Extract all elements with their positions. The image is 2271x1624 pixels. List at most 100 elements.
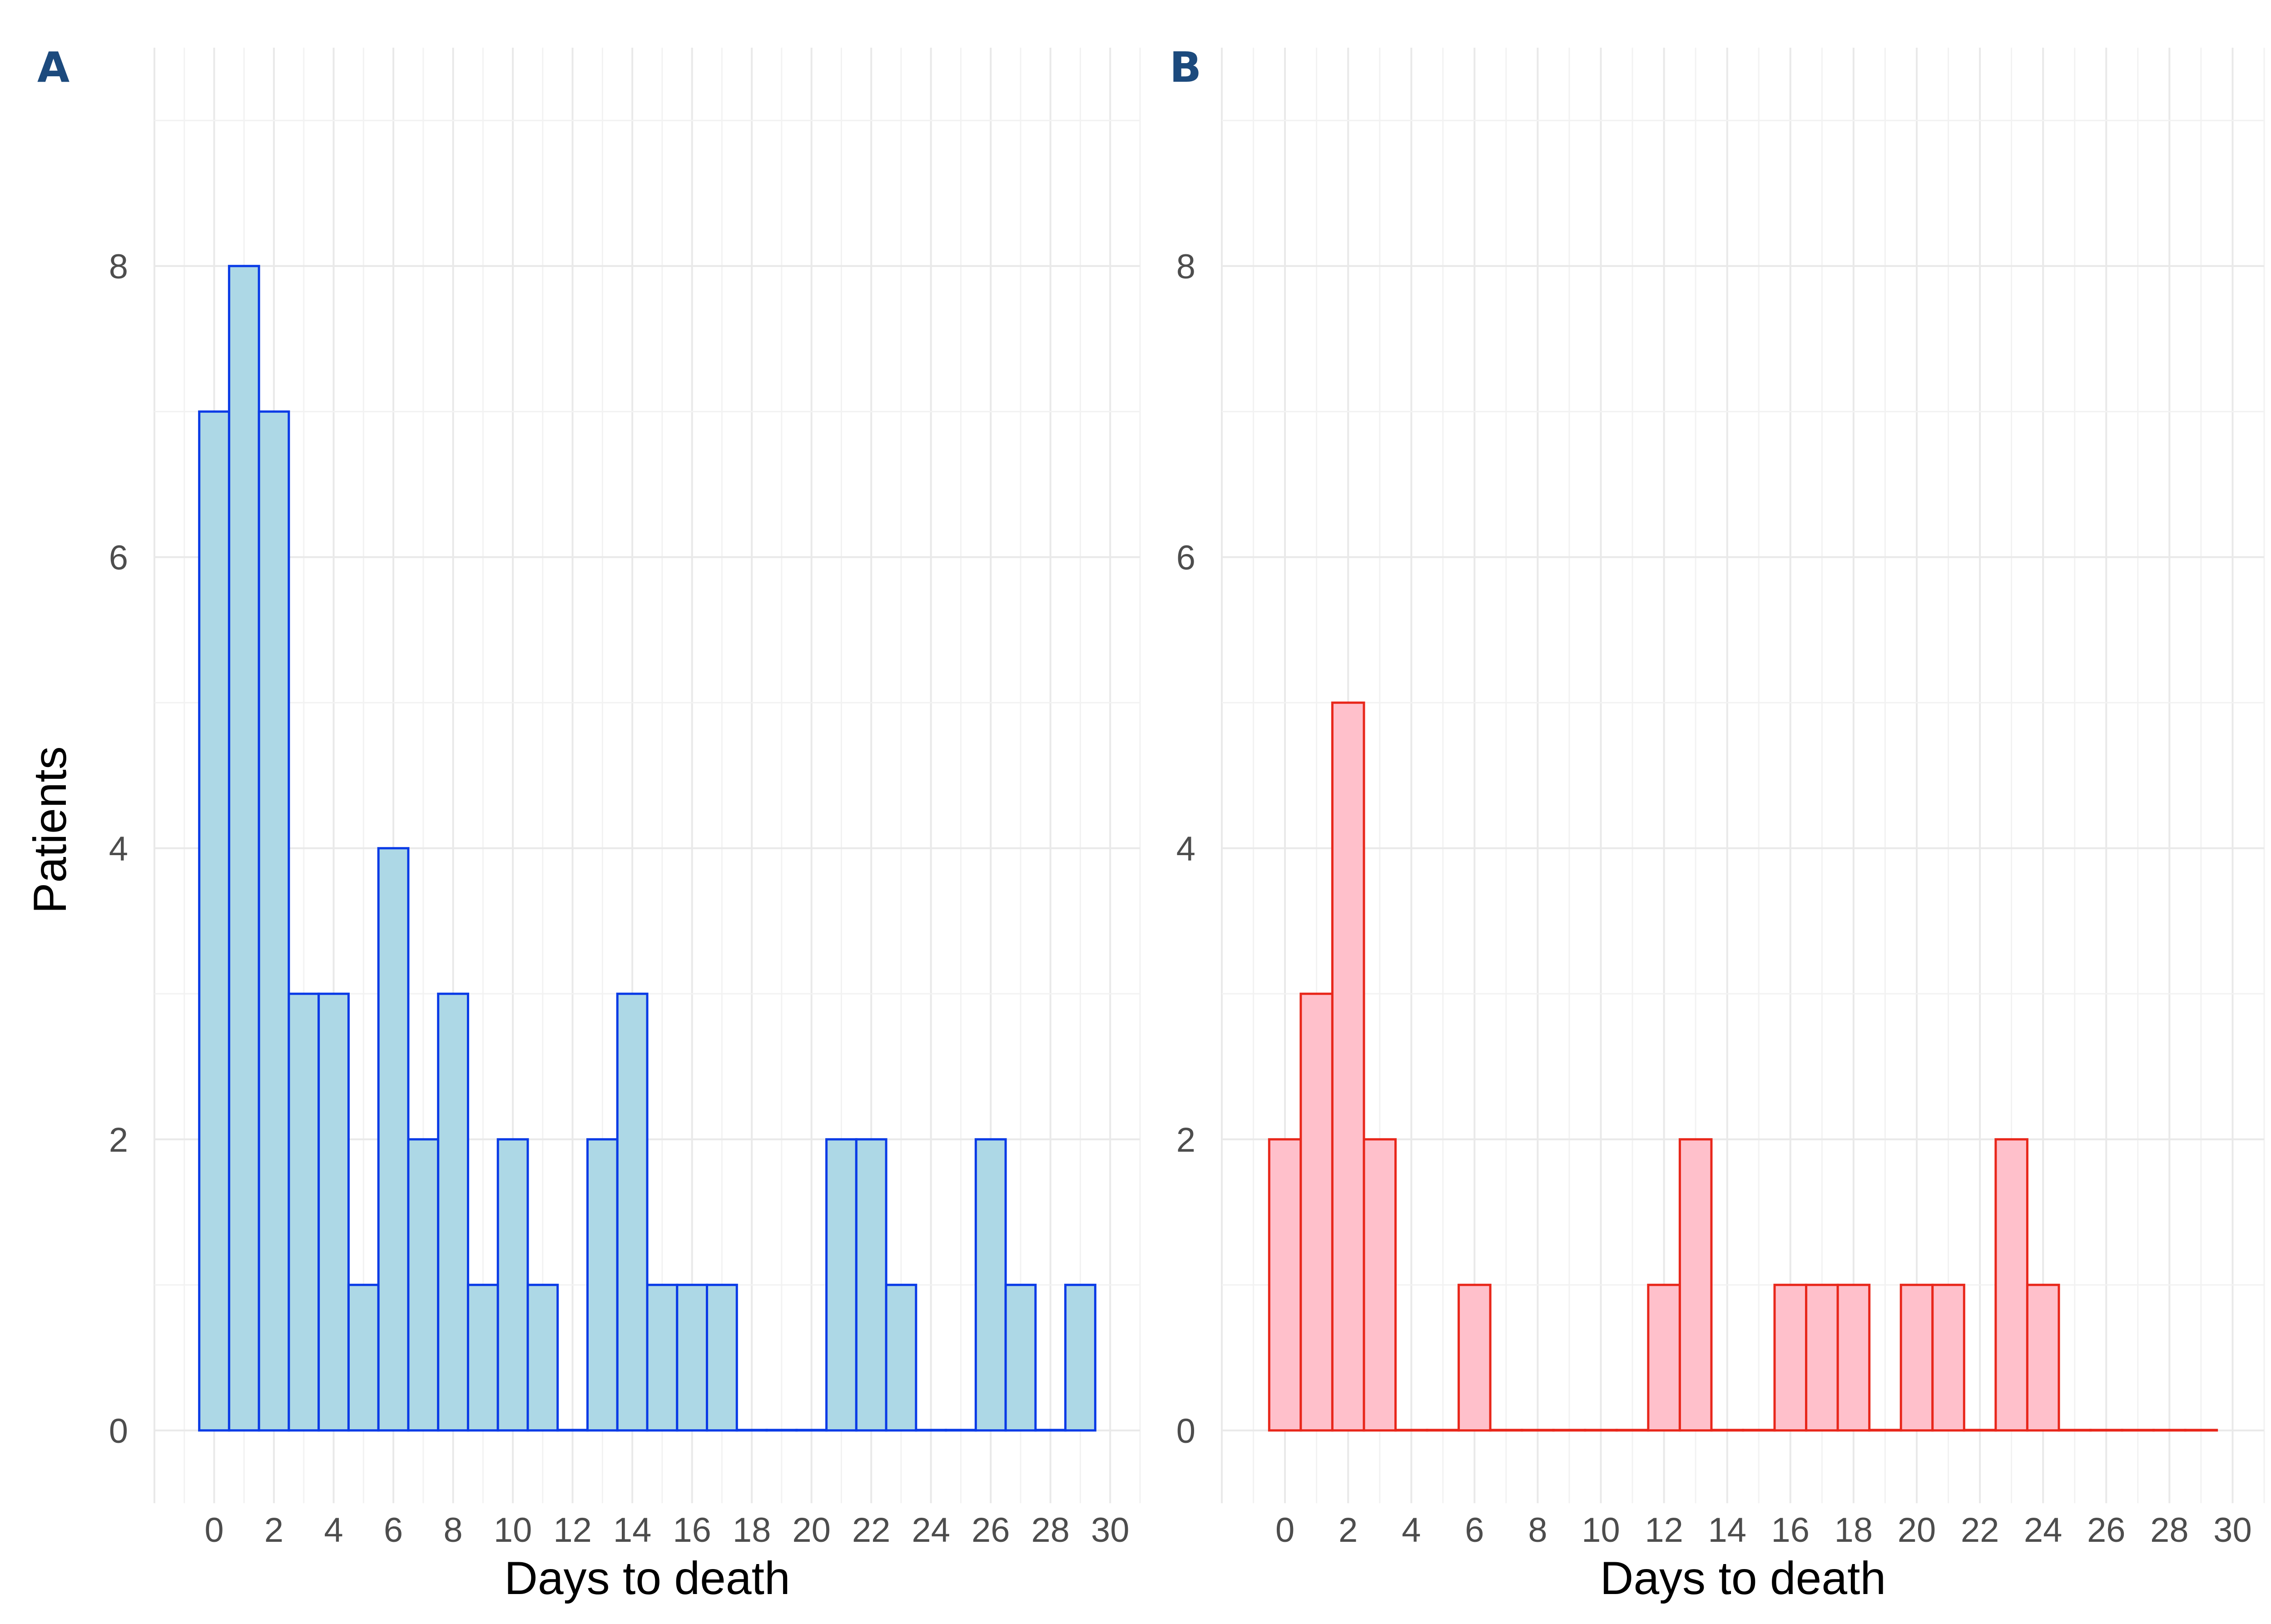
b-y-tick-6: 6 <box>1176 539 1195 577</box>
panel-b-grid <box>1221 48 2265 1503</box>
b-x-tick-2: 2 <box>1339 1511 1358 1550</box>
a-bar-day-19 <box>765 1429 798 1432</box>
a-bar-day-5 <box>347 1283 380 1432</box>
b-bar-day-18 <box>1836 1283 1871 1432</box>
b-x-tick-6: 6 <box>1465 1511 1484 1550</box>
b-bar-day-0 <box>1268 1138 1302 1432</box>
panel-a-y-ticks: 0 2 4 6 8 <box>109 248 128 1451</box>
b-x-tick-30: 30 <box>2213 1511 2252 1550</box>
b-x-tick-26: 26 <box>2087 1511 2126 1550</box>
b-bar-day-20 <box>1899 1283 1934 1432</box>
b-bar-day-24 <box>2026 1283 2060 1432</box>
b-bar-day-3 <box>1363 1138 1397 1432</box>
a-y-tick-8: 8 <box>109 248 128 286</box>
b-x-tick-8: 8 <box>1528 1511 1547 1550</box>
a-bar-day-20 <box>795 1429 828 1432</box>
b-x-tick-10: 10 <box>1582 1511 1620 1550</box>
panel-b-tag: B <box>1170 43 1201 92</box>
panel-b-x-axis-title: Days to death <box>1600 1552 1886 1604</box>
a-x-tick-14: 14 <box>613 1511 652 1550</box>
a-bar-day-25 <box>945 1429 977 1432</box>
a-bar-day-3 <box>288 992 320 1432</box>
a-y-tick-4: 4 <box>109 830 128 868</box>
a-x-tick-6: 6 <box>384 1511 403 1550</box>
b-bar-day-14 <box>1710 1429 1745 1432</box>
a-bar-day-22 <box>855 1138 888 1432</box>
a-bar-day-23 <box>885 1283 917 1432</box>
a-x-tick-22: 22 <box>852 1511 891 1550</box>
a-x-tick-8: 8 <box>443 1511 462 1550</box>
b-y-tick-8: 8 <box>1176 248 1195 286</box>
a-x-tick-16: 16 <box>673 1511 711 1550</box>
panel-a-tag: A <box>37 43 69 92</box>
a-bar-day-18 <box>735 1429 768 1432</box>
b-bar-day-10 <box>1584 1429 1618 1432</box>
a-bar-day-14 <box>616 992 649 1432</box>
b-bar-day-16 <box>1773 1283 1808 1432</box>
b-bar-day-28 <box>2152 1429 2187 1432</box>
b-y-tick-2: 2 <box>1176 1121 1195 1159</box>
panel-b-y-ticks: 0 2 4 6 8 <box>1176 248 1195 1451</box>
a-bar-day-15 <box>646 1283 679 1432</box>
b-bar-day-29 <box>2184 1429 2218 1432</box>
b-bar-day-1 <box>1299 992 1334 1432</box>
a-bar-day-7 <box>407 1138 440 1432</box>
a-x-tick-10: 10 <box>494 1511 532 1550</box>
b-x-tick-16: 16 <box>1771 1511 1810 1550</box>
b-bar-day-2 <box>1331 701 1365 1432</box>
a-x-tick-26: 26 <box>972 1511 1010 1550</box>
b-bar-day-17 <box>1805 1283 1839 1432</box>
b-bar-day-5 <box>1426 1429 1460 1432</box>
b-x-tick-20: 20 <box>1898 1511 1936 1550</box>
a-bar-day-1 <box>228 265 260 1432</box>
a-y-tick-2: 2 <box>109 1121 128 1159</box>
b-bar-day-23 <box>1994 1138 2028 1432</box>
a-bar-day-10 <box>496 1138 529 1432</box>
a-bar-day-2 <box>258 410 290 1432</box>
panel-b-x-ticks: 0 2 4 6 8 10 12 14 16 18 20 22 24 26 28 30 <box>1275 1511 2252 1550</box>
b-bar-day-4 <box>1394 1429 1428 1432</box>
a-x-tick-30: 30 <box>1091 1511 1130 1550</box>
panel-a-y-axis-title: Patients <box>24 746 76 914</box>
a-bar-day-26 <box>974 1138 1007 1432</box>
b-bar-day-13 <box>1678 1138 1713 1432</box>
b-bar-day-15 <box>1742 1429 1776 1432</box>
b-bar-day-22 <box>1963 1429 1997 1432</box>
a-bar-day-9 <box>466 1283 499 1432</box>
a-x-tick-28: 28 <box>1031 1511 1070 1550</box>
b-bar-day-7 <box>1489 1429 1523 1432</box>
b-bar-day-21 <box>1931 1283 1965 1432</box>
a-x-tick-4: 4 <box>324 1511 343 1550</box>
a-bar-day-12 <box>556 1429 589 1432</box>
b-x-tick-18: 18 <box>1835 1511 1873 1550</box>
b-bar-day-11 <box>1615 1429 1650 1432</box>
a-bar-day-29 <box>1064 1283 1096 1432</box>
b-bar-day-8 <box>1521 1429 1555 1432</box>
panel-b-bars <box>1268 701 2218 1432</box>
a-bar-day-6 <box>377 847 410 1432</box>
b-x-tick-4: 4 <box>1402 1511 1421 1550</box>
a-bar-day-4 <box>317 992 350 1432</box>
a-bar-day-21 <box>825 1138 858 1432</box>
b-bar-day-19 <box>1868 1429 1902 1432</box>
a-bar-day-8 <box>437 992 469 1432</box>
a-bar-day-11 <box>526 1283 559 1432</box>
a-x-tick-24: 24 <box>912 1511 950 1550</box>
a-x-tick-12: 12 <box>553 1511 592 1550</box>
b-y-tick-4: 4 <box>1176 830 1195 868</box>
a-y-tick-6: 6 <box>109 539 128 577</box>
a-bar-day-13 <box>586 1138 619 1432</box>
b-y-tick-0: 0 <box>1176 1412 1195 1451</box>
a-bar-day-24 <box>915 1429 947 1432</box>
a-bar-day-0 <box>198 410 230 1432</box>
b-x-tick-14: 14 <box>1708 1511 1746 1550</box>
b-x-tick-24: 24 <box>2024 1511 2063 1550</box>
a-bar-day-27 <box>1004 1283 1037 1432</box>
b-bar-day-25 <box>2058 1429 2092 1432</box>
a-x-tick-0: 0 <box>204 1511 223 1550</box>
b-x-tick-22: 22 <box>1961 1511 1999 1550</box>
b-x-tick-12: 12 <box>1645 1511 1683 1550</box>
a-bar-day-17 <box>706 1283 738 1432</box>
